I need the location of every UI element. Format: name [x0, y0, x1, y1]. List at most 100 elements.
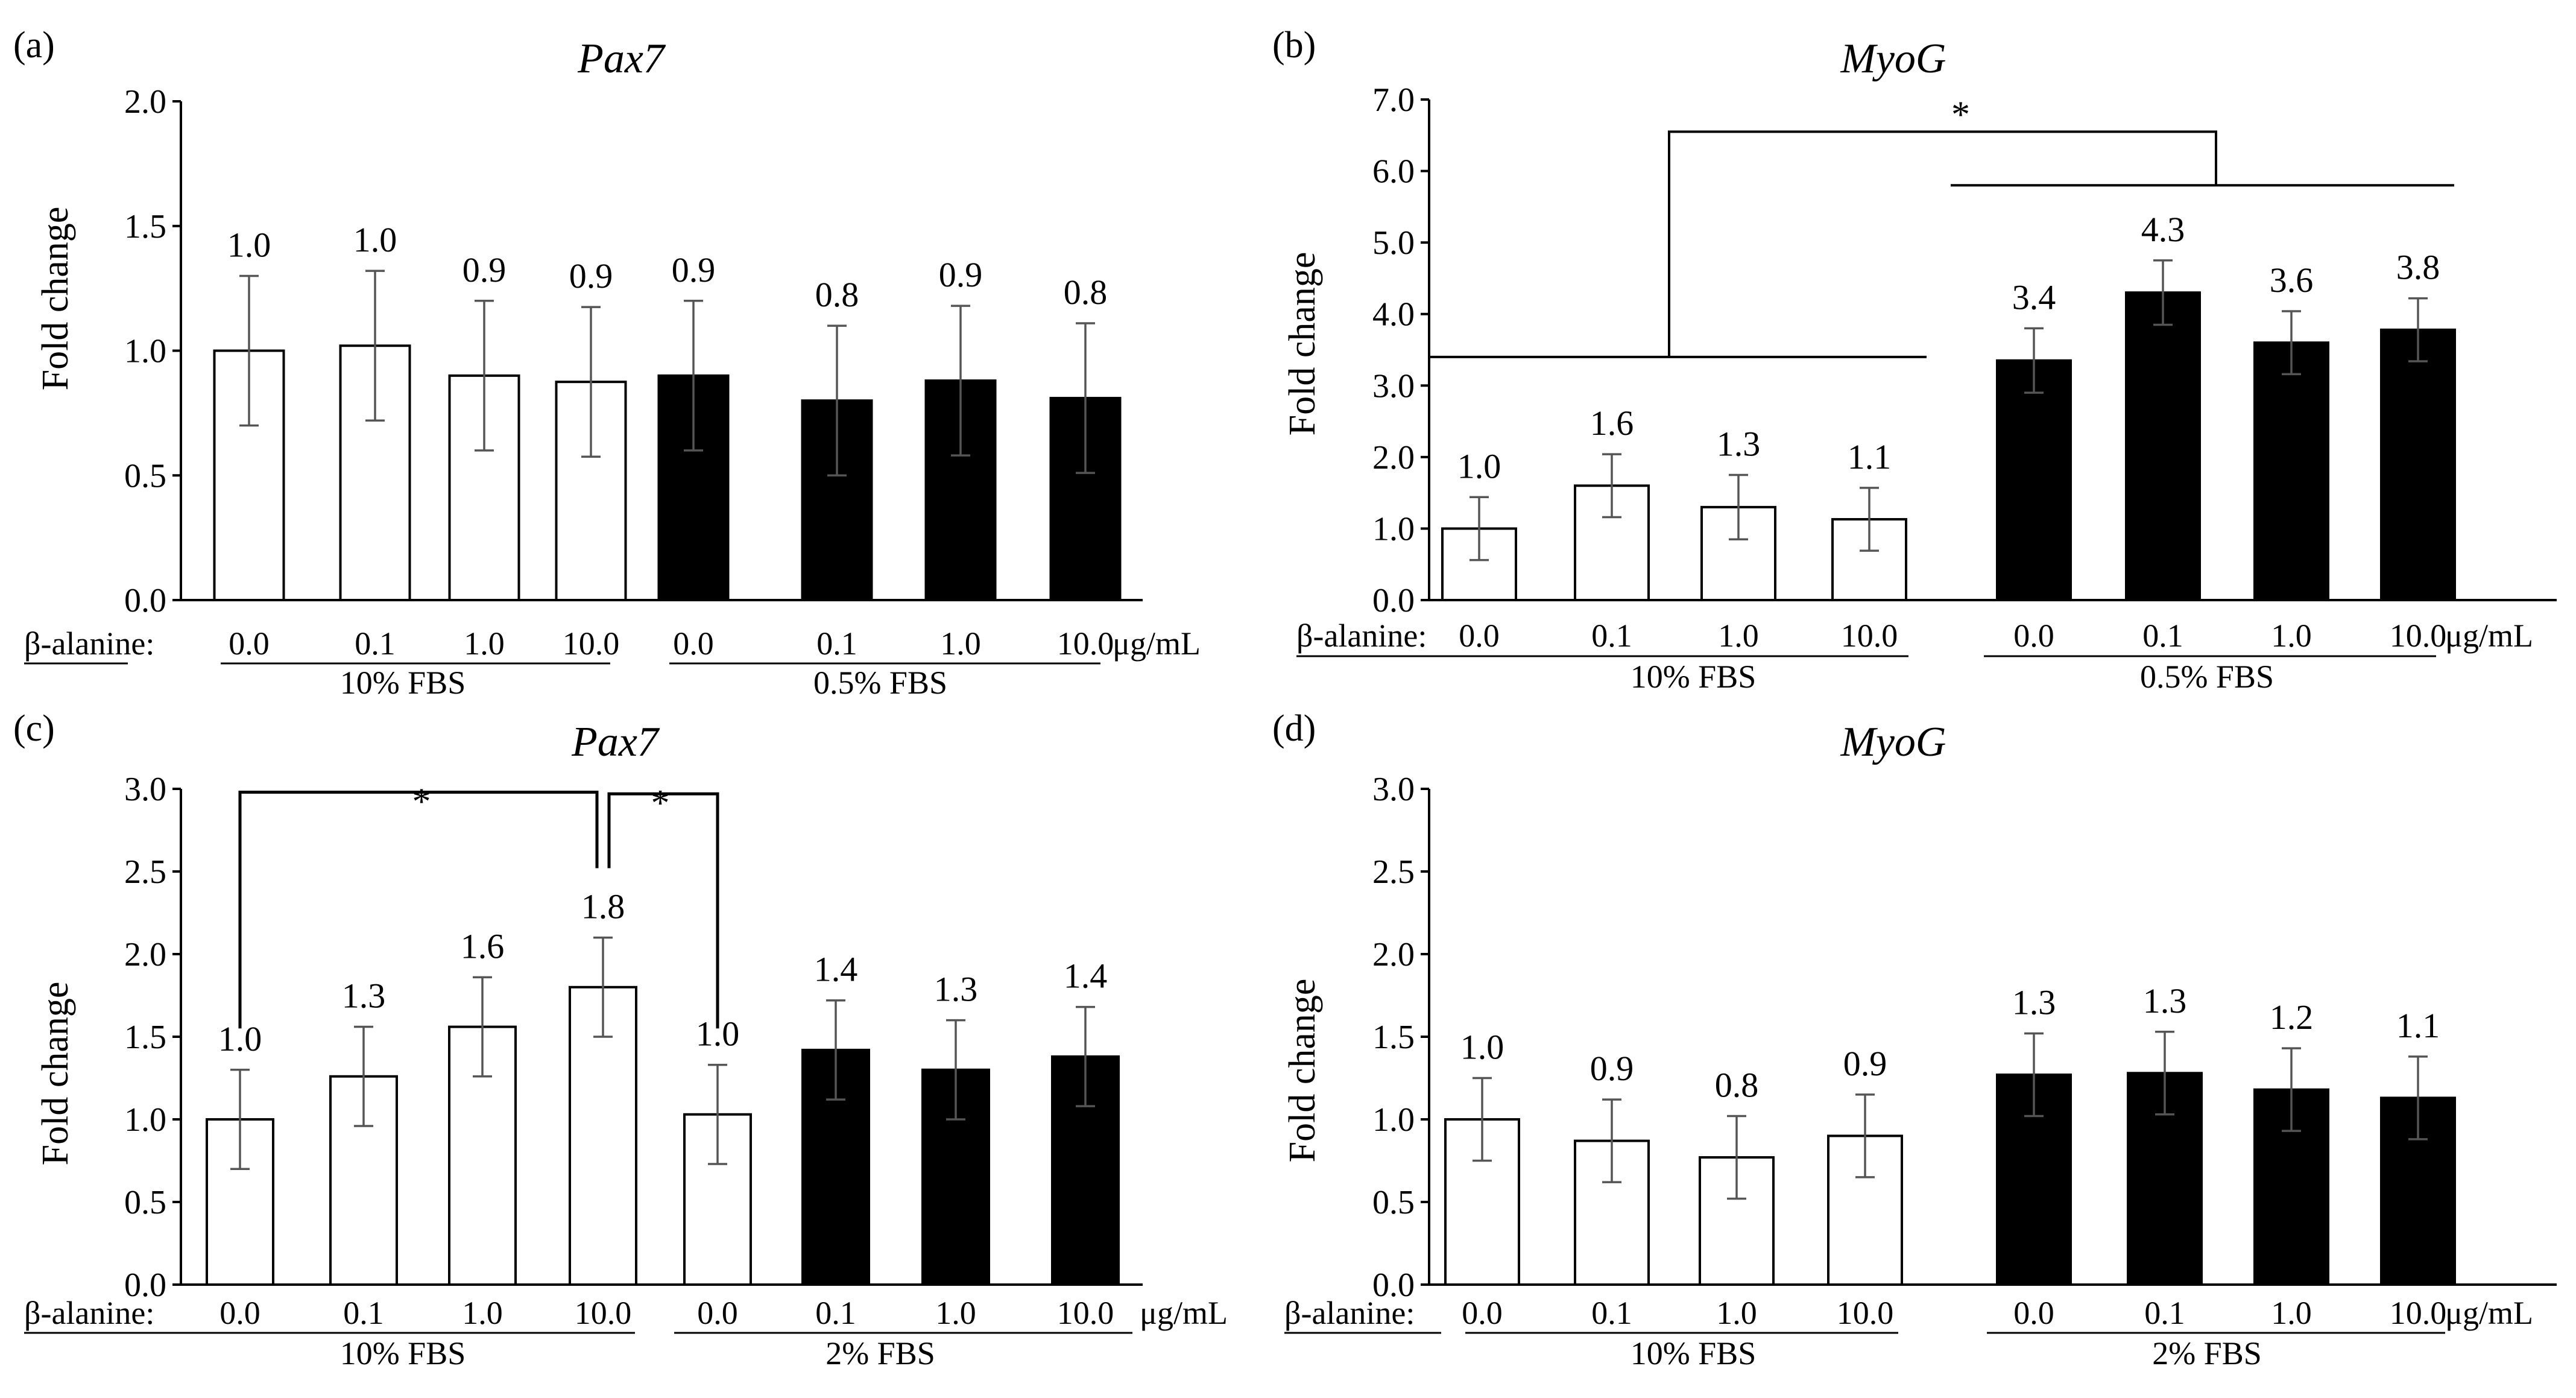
- x-tick-label-4: 0.0: [673, 625, 714, 662]
- y-tick-label: 2.0: [1372, 439, 1415, 476]
- x-tick-label-2: 1.0: [1718, 618, 1759, 654]
- x-tick-label-2: 1.0: [464, 625, 505, 662]
- data-label-0: 1.0: [227, 225, 271, 264]
- data-label-4: 3.4: [2012, 277, 2056, 317]
- y-axis-label: Fold change: [1282, 252, 1323, 436]
- x-tick-label-1: 0.1: [343, 1295, 384, 1331]
- y-tick-label: 3.0: [124, 771, 166, 808]
- group-label-0: 10% FBS: [340, 665, 466, 701]
- group-label-1: 0.5% FBS: [813, 665, 947, 701]
- data-label-4: 1.3: [2012, 983, 2056, 1022]
- y-tick-label: 2.5: [124, 853, 166, 891]
- x-tick-label-2: 1.0: [1716, 1295, 1757, 1331]
- sig-star-1: *: [651, 783, 670, 824]
- x-tick-label-5: 0.1: [2142, 618, 2183, 654]
- data-label-5: 1.4: [814, 950, 858, 989]
- data-label-0: 1.0: [1460, 1028, 1504, 1067]
- bar-6: [2253, 341, 2329, 602]
- x-tick-label-0: 0.0: [229, 625, 270, 662]
- chart-panel-b: (b) MyoG Fold change 0.0 1.0 2.0 3.0 4.0 5.0 6.0 7…: [1272, 25, 2557, 695]
- data-label-2: 1.6: [461, 926, 505, 966]
- x-axis-prefix: β-alanine:: [1284, 1295, 1415, 1331]
- x-tick-label-0: 0.0: [1459, 618, 1500, 654]
- x-tick-label-5: 0.1: [815, 1295, 856, 1331]
- x-tick-label-0: 0.0: [1462, 1295, 1503, 1331]
- x-tick-label-6: 1.0: [2271, 618, 2312, 654]
- data-label-5: 1.3: [2143, 981, 2187, 1020]
- data-label-6: 1.2: [2270, 998, 2314, 1037]
- group-label-0: 10% FBS: [1631, 659, 1757, 695]
- x-axis-prefix: β-alanine:: [1296, 618, 1427, 654]
- chart-panel-c: (c) Pax7 Fold change 0.0 0.5 1.0 1.5 2.0 2.5 3.0 1…: [13, 708, 1228, 1371]
- y-tick-label: 0.5: [124, 457, 166, 495]
- bar-7: [2380, 328, 2456, 601]
- y-axis-label: Fold change: [35, 982, 76, 1166]
- y-tick-label: 1.0: [124, 1101, 166, 1139]
- data-label-6: 0.9: [939, 255, 983, 294]
- y-axis-label: Fold change: [1282, 979, 1323, 1163]
- y-tick-label: 1.5: [124, 208, 166, 245]
- data-label-2: 1.3: [1717, 425, 1761, 464]
- x-tick-label-7: 10.0: [1057, 1295, 1114, 1331]
- data-label-3: 1.8: [581, 887, 625, 926]
- data-label-1: 1.6: [1590, 403, 1634, 443]
- x-tick-label-3: 10.0: [1837, 1295, 1894, 1331]
- x-axis-unit: μg/mL: [1113, 625, 1201, 662]
- chart-title: Pax7: [577, 36, 666, 82]
- x-axis-prefix: β-alanine:: [24, 625, 154, 662]
- chart-panel-a: (a) Pax7 Fold change 0.0 0.5 1.0 1.5 2.0 1.0 0.0 1…: [13, 25, 1201, 701]
- group-label-1: 2% FBS: [2152, 1335, 2262, 1371]
- data-label-1: 0.9: [1590, 1049, 1634, 1088]
- panel-label: (a): [13, 25, 55, 66]
- x-axis-unit: μg/mL: [2445, 1295, 2533, 1331]
- x-tick-label-1: 0.1: [1591, 1295, 1632, 1331]
- y-tick-label: 1.0: [1372, 510, 1415, 548]
- chart-title: Pax7: [571, 719, 660, 765]
- data-label-2: 0.8: [1715, 1066, 1759, 1105]
- chart-title: MyoG: [1840, 36, 1946, 82]
- sig-bracket-1: [607, 792, 719, 1029]
- x-axis-prefix: β-alanine:: [24, 1295, 154, 1331]
- data-label-5: 4.3: [2141, 210, 2185, 249]
- x-tick-label-7: 10.0: [1057, 625, 1114, 662]
- group-label-1: 2% FBS: [826, 1335, 935, 1371]
- x-tick-label-4: 0.0: [2013, 618, 2054, 654]
- y-tick-label: 5.0: [1372, 224, 1415, 262]
- y-tick-label: 0.0: [1372, 582, 1415, 619]
- group-label-0: 10% FBS: [340, 1335, 466, 1371]
- panel-label: (b): [1272, 25, 1316, 66]
- y-tick-label: 1.5: [124, 1019, 166, 1056]
- data-label-3: 0.9: [1843, 1044, 1887, 1083]
- x-tick-label-5: 0.1: [2144, 1295, 2185, 1331]
- data-label-5: 0.8: [815, 275, 859, 314]
- x-tick-label-4: 0.0: [2013, 1295, 2054, 1331]
- data-label-6: 3.6: [2270, 261, 2314, 300]
- y-tick-label: 2.0: [124, 936, 166, 973]
- x-tick-label-3: 10.0: [563, 625, 620, 662]
- data-label-0: 1.0: [1457, 446, 1501, 486]
- y-tick-label: 0.0: [124, 582, 166, 619]
- data-label-3: 0.9: [569, 256, 613, 296]
- x-tick-label-6: 1.0: [2271, 1295, 2312, 1331]
- y-tick-label: 4.0: [1372, 296, 1415, 334]
- chart-title: MyoG: [1840, 719, 1946, 765]
- y-tick-label: 2.5: [1372, 853, 1415, 891]
- x-tick-label-1: 0.1: [355, 625, 396, 662]
- chart-panel-d: (d) MyoG Fold change 0.0 0.5 1.0 1.5 2.0 2.5 3.0 1…: [1272, 708, 2557, 1371]
- x-tick-label-5: 0.1: [816, 625, 857, 662]
- y-tick-label: 1.5: [1372, 1019, 1415, 1056]
- sig-star-0: *: [412, 781, 431, 822]
- sig-bracket-0: [1668, 130, 2217, 357]
- data-label-6: 1.3: [934, 970, 978, 1009]
- y-tick-label: 1.0: [1372, 1101, 1415, 1139]
- x-axis-unit: μg/mL: [1140, 1295, 1228, 1331]
- y-tick-label: 3.0: [1372, 367, 1415, 405]
- panel-label: (d): [1272, 708, 1316, 749]
- sig-star-0: *: [1951, 94, 1970, 135]
- x-axis-unit: μg/mL: [2445, 618, 2533, 654]
- data-label-3: 1.1: [1848, 437, 1892, 476]
- bar-5: [2125, 291, 2201, 601]
- y-tick-label: 0.0: [1372, 1267, 1415, 1304]
- x-tick-label-4: 0.0: [697, 1295, 738, 1331]
